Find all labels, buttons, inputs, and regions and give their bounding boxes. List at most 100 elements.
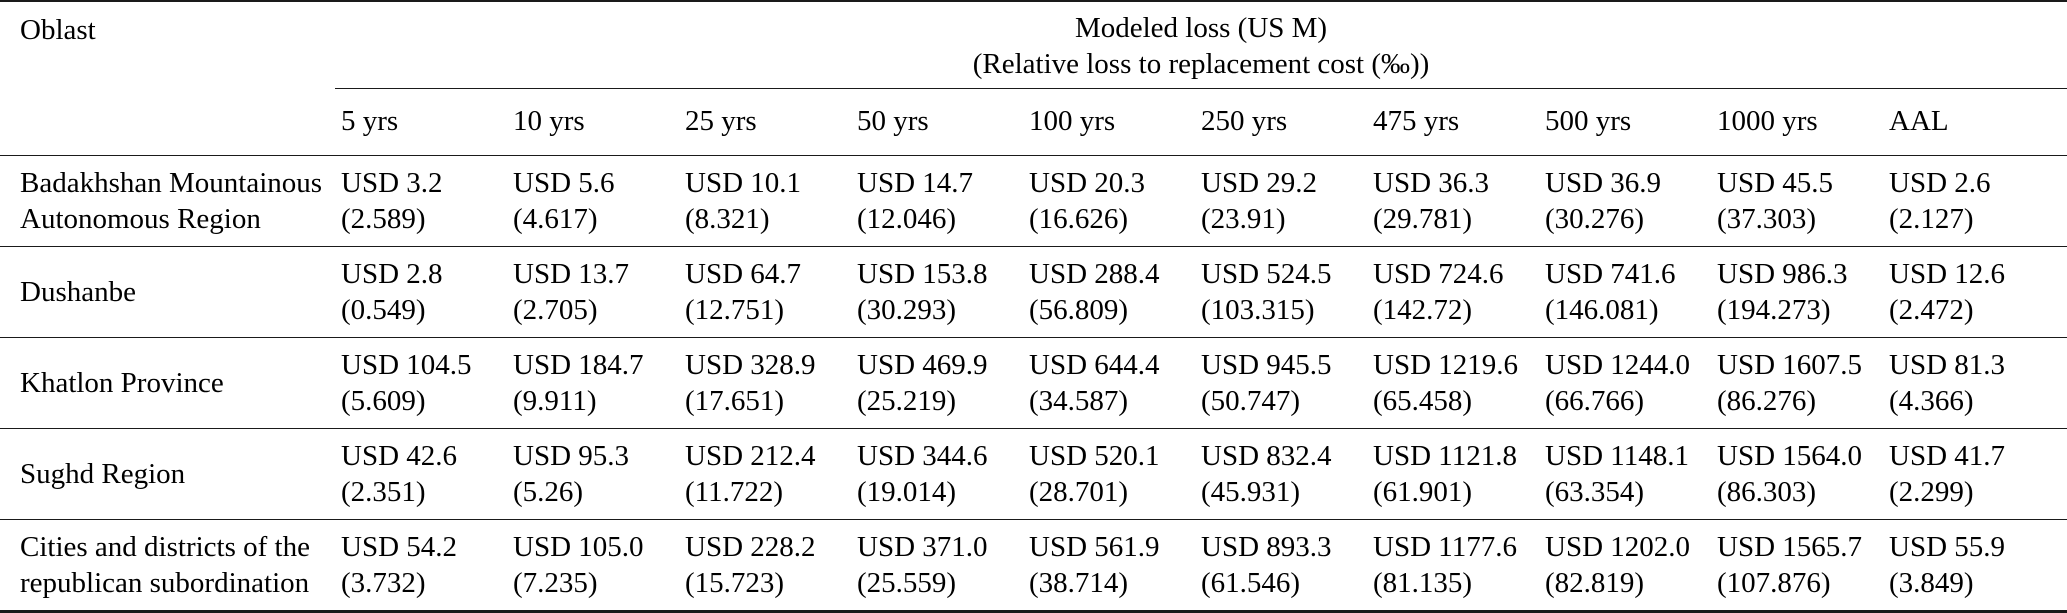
loss-cell: USD 105.0 (7.235) <box>507 520 679 612</box>
loss-cell: USD 13.7 (2.705) <box>507 247 679 338</box>
table-header: Oblast Modeled loss (US M) (Relative los… <box>0 1 2067 156</box>
loss-value: USD 469.9 <box>857 349 988 381</box>
relative-loss-value: (34.587) <box>1029 385 1129 417</box>
loss-value: USD 344.6 <box>857 440 988 472</box>
table-row: Dushanbe USD 2.8 (0.549) USD 13.7 (2.705) USD… <box>0 247 2067 338</box>
loss-cell: USD 228.2 (15.723) <box>679 520 851 612</box>
relative-loss-value: (4.366) <box>1889 385 1974 417</box>
column-header-oblast: Oblast <box>0 1 335 156</box>
table-row: Badakhshan Mountainous Autonomous Region U… <box>0 156 2067 247</box>
relative-loss-value: (9.911) <box>513 385 597 417</box>
loss-cell: USD 29.2 (23.91) <box>1195 156 1367 247</box>
table-row: Cities and districts of the republican su… <box>0 520 2067 612</box>
relative-loss-value: (65.458) <box>1373 385 1473 417</box>
loss-value: USD 20.3 <box>1029 167 1146 199</box>
oblast-name-line: Badakhshan Mountainous <box>20 167 323 199</box>
loss-cell: USD 153.8 (30.293) <box>851 247 1023 338</box>
column-header-1000-yrs: 1000 yrs <box>1711 88 1883 156</box>
loss-cell: USD 45.5 (37.303) <box>1711 156 1883 247</box>
loss-value: USD 986.3 <box>1717 258 1848 290</box>
relative-loss-value: (19.014) <box>857 476 957 508</box>
relative-loss-value: (107.876) <box>1717 567 1831 599</box>
group-header: Modeled loss (US M) (Relative loss to re… <box>335 1 2067 89</box>
relative-loss-value: (17.651) <box>685 385 785 417</box>
loss-cell: USD 55.9 (3.849) <box>1883 520 2067 612</box>
relative-loss-value: (5.26) <box>513 476 584 508</box>
relative-loss-value: (0.549) <box>341 294 426 326</box>
relative-loss-value: (30.276) <box>1545 203 1645 235</box>
loss-value: USD 228.2 <box>685 531 816 563</box>
relative-loss-value: (63.354) <box>1545 476 1645 508</box>
relative-loss-value: (37.303) <box>1717 203 1817 235</box>
relative-loss-value: (142.72) <box>1373 294 1473 326</box>
oblast-name-line: Cities and districts of the <box>20 531 310 563</box>
loss-cell: USD 520.1 (28.701) <box>1023 429 1195 520</box>
loss-value: USD 524.5 <box>1201 258 1332 290</box>
loss-value: USD 95.3 <box>513 440 630 472</box>
loss-cell: USD 724.6 (142.72) <box>1367 247 1539 338</box>
loss-value: USD 45.5 <box>1717 167 1834 199</box>
oblast-name: Sughd Region <box>0 429 335 520</box>
column-header-100-yrs: 100 yrs <box>1023 88 1195 156</box>
relative-loss-value: (25.219) <box>857 385 957 417</box>
loss-value: USD 2.8 <box>341 258 443 290</box>
relative-loss-value: (7.235) <box>513 567 598 599</box>
loss-cell: USD 1202.0 (82.819) <box>1539 520 1711 612</box>
relative-loss-value: (86.276) <box>1717 385 1817 417</box>
loss-cell: USD 893.3 (61.546) <box>1195 520 1367 612</box>
loss-value: USD 54.2 <box>341 531 458 563</box>
loss-value: USD 153.8 <box>857 258 988 290</box>
loss-cell: USD 5.6 (4.617) <box>507 156 679 247</box>
loss-value: USD 13.7 <box>513 258 630 290</box>
loss-cell: USD 2.6 (2.127) <box>1883 156 2067 247</box>
loss-cell: USD 561.9 (38.714) <box>1023 520 1195 612</box>
relative-loss-value: (3.849) <box>1889 567 1974 599</box>
loss-cell: USD 1244.0 (66.766) <box>1539 338 1711 429</box>
loss-cell: USD 1564.0 (86.303) <box>1711 429 1883 520</box>
oblast-name-line: Khatlon Province <box>20 367 224 399</box>
loss-cell: USD 184.7 (9.911) <box>507 338 679 429</box>
loss-value: USD 36.3 <box>1373 167 1490 199</box>
loss-value: USD 1202.0 <box>1545 531 1691 563</box>
oblast-name: Cities and districts of the republican su… <box>0 520 335 612</box>
column-header-5-yrs: 5 yrs <box>335 88 507 156</box>
table-row: Khatlon Province USD 104.5 (5.609) USD 184.… <box>0 338 2067 429</box>
relative-loss-value: (38.714) <box>1029 567 1129 599</box>
relative-loss-value: (29.781) <box>1373 203 1473 235</box>
relative-loss-value: (12.046) <box>857 203 957 235</box>
relative-loss-value: (8.321) <box>685 203 770 235</box>
relative-loss-value: (2.351) <box>341 476 426 508</box>
loss-cell: USD 64.7 (12.751) <box>679 247 851 338</box>
loss-cell: USD 469.9 (25.219) <box>851 338 1023 429</box>
loss-value: USD 212.4 <box>685 440 816 472</box>
relative-loss-value: (25.559) <box>857 567 957 599</box>
loss-cell: USD 524.5 (103.315) <box>1195 247 1367 338</box>
loss-cell: USD 36.9 (30.276) <box>1539 156 1711 247</box>
relative-loss-value: (23.91) <box>1201 203 1286 235</box>
group-header-row: Oblast Modeled loss (US M) (Relative los… <box>0 1 2067 156</box>
loss-value: USD 1244.0 <box>1545 349 1691 381</box>
oblast-name-line: republican subordination <box>20 567 310 599</box>
loss-value: USD 1564.0 <box>1717 440 1863 472</box>
column-header-aal: AAL <box>1883 88 2067 156</box>
loss-cell: USD 1565.7 (107.876) <box>1711 520 1883 612</box>
relative-loss-value: (2.127) <box>1889 203 1974 235</box>
loss-value: USD 36.9 <box>1545 167 1662 199</box>
loss-value: USD 81.3 <box>1889 349 2006 381</box>
loss-cell: USD 12.6 (2.472) <box>1883 247 2067 338</box>
loss-value: USD 741.6 <box>1545 258 1676 290</box>
oblast-name-line: Autonomous Region <box>20 203 261 235</box>
loss-cell: USD 54.2 (3.732) <box>335 520 507 612</box>
loss-cell: USD 212.4 (11.722) <box>679 429 851 520</box>
loss-value: USD 64.7 <box>685 258 802 290</box>
oblast-name: Khatlon Province <box>0 338 335 429</box>
relative-loss-value: (2.472) <box>1889 294 1974 326</box>
loss-value: USD 105.0 <box>513 531 644 563</box>
loss-value: USD 55.9 <box>1889 531 2006 563</box>
loss-value: USD 104.5 <box>341 349 472 381</box>
group-header-line2: (Relative loss to replacement cost (‰)) <box>972 48 1430 80</box>
relative-loss-value: (86.303) <box>1717 476 1817 508</box>
relative-loss-value: (61.546) <box>1201 567 1301 599</box>
loss-cell: USD 14.7 (12.046) <box>851 156 1023 247</box>
oblast-name: Dushanbe <box>0 247 335 338</box>
